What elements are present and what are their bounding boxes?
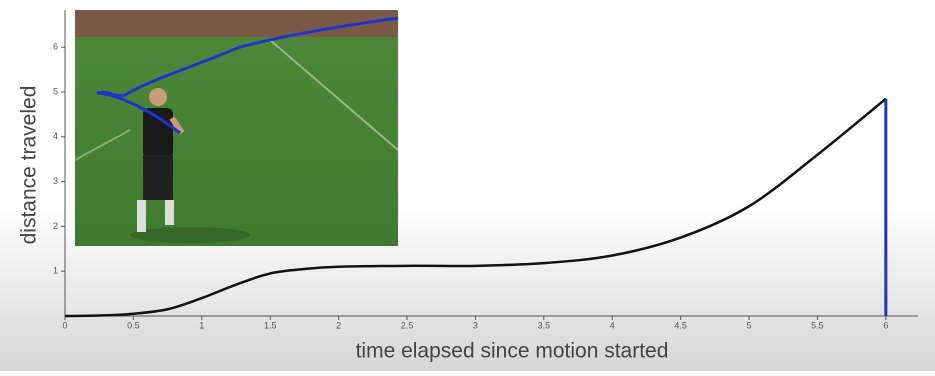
y-tick-label: 1 — [53, 266, 58, 276]
y-tick-label: 3 — [53, 176, 58, 186]
x-tick-label: 3.5 — [538, 320, 551, 330]
x-tick-label: 5 — [747, 320, 752, 330]
x-tick-label: 4.5 — [674, 320, 687, 330]
inset-photo — [75, 10, 398, 246]
chart: time elapsed since motion started distan… — [0, 0, 935, 371]
y-axis-label: distance traveled — [18, 86, 41, 245]
x-tick-label: 1.5 — [264, 320, 277, 330]
x-tick-label: 5.5 — [811, 320, 824, 330]
x-tick-label: 6 — [883, 320, 888, 330]
y-tick-label: 2 — [53, 221, 58, 231]
x-tick-label: 0.5 — [127, 320, 140, 330]
y-tick-label: 6 — [53, 42, 58, 52]
x-tick-label: 2.5 — [401, 320, 414, 330]
y-tick-label: 4 — [53, 131, 58, 141]
x-tick-label: 1 — [199, 320, 204, 330]
page: time elapsed since motion started distan… — [0, 0, 935, 371]
x-tick-label: 3 — [473, 320, 478, 330]
x-tick-label: 2 — [336, 320, 341, 330]
x-tick-label: 4 — [610, 320, 615, 330]
x-tick-label: 0 — [62, 320, 67, 330]
y-tick-label: 5 — [53, 86, 58, 96]
x-axis-label: time elapsed since motion started — [356, 340, 669, 363]
